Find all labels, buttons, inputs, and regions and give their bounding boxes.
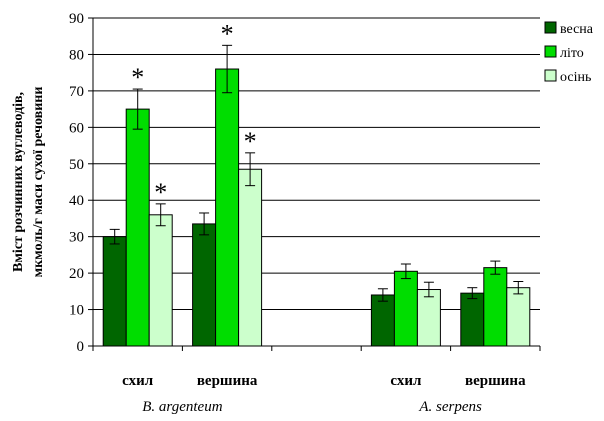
bar — [102, 236, 127, 347]
y-tick-label: 90 — [69, 11, 84, 27]
bars — [102, 44, 531, 347]
bar — [215, 68, 240, 347]
bar — [483, 267, 508, 347]
significance-star: * — [244, 127, 257, 156]
group-label: B. argenteum — [142, 399, 222, 415]
legend-swatch — [544, 69, 557, 82]
significance-star: * — [221, 19, 234, 48]
y-tick-label: 30 — [69, 230, 84, 246]
bar — [460, 292, 485, 347]
bar — [125, 108, 150, 347]
bar — [416, 289, 441, 347]
legend: весна літо осінь — [544, 21, 594, 85]
legend-swatch — [544, 45, 557, 58]
labels: 0 10 20 30 40 50 60 70 80 90 * * схил * * вершина схил ве… — [69, 11, 526, 415]
y-tick-label: 70 — [69, 84, 84, 100]
legend-entry-label: весна — [560, 22, 594, 37]
bar — [238, 168, 263, 347]
y-tick-label: 50 — [69, 157, 84, 173]
y-tick-label: 10 — [69, 303, 84, 319]
y-tick-label: 80 — [69, 47, 84, 63]
group-label: A. serpens — [418, 399, 482, 415]
y-axis-title-line2: мкмоль/г маси сухої речовини — [31, 87, 46, 278]
axes — [88, 17, 541, 351]
y-tick-label: 20 — [69, 266, 84, 282]
bar — [393, 270, 418, 347]
legend-entry-label: літо — [560, 46, 584, 61]
bar — [506, 287, 531, 347]
x-category-label: вершина — [465, 373, 526, 389]
significance-star: * — [154, 178, 167, 207]
y-tick-label: 60 — [69, 120, 84, 136]
y-tick-label: 0 — [77, 339, 85, 355]
x-category-label: схил — [122, 373, 154, 389]
y-axis-title-line1: Вміст розчинних вуглеводів, — [11, 92, 26, 272]
bar — [192, 223, 217, 347]
significance-star: * — [131, 63, 144, 92]
legend-swatch — [544, 21, 557, 34]
bar — [148, 214, 173, 347]
legend-entry-label: осінь — [560, 70, 591, 85]
y-tick-label: 40 — [69, 193, 84, 209]
bar — [370, 294, 395, 347]
x-category-label: схил — [390, 373, 422, 389]
x-category-label: вершина — [197, 373, 258, 389]
